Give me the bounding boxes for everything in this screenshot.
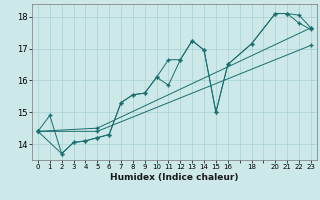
X-axis label: Humidex (Indice chaleur): Humidex (Indice chaleur) <box>110 173 239 182</box>
